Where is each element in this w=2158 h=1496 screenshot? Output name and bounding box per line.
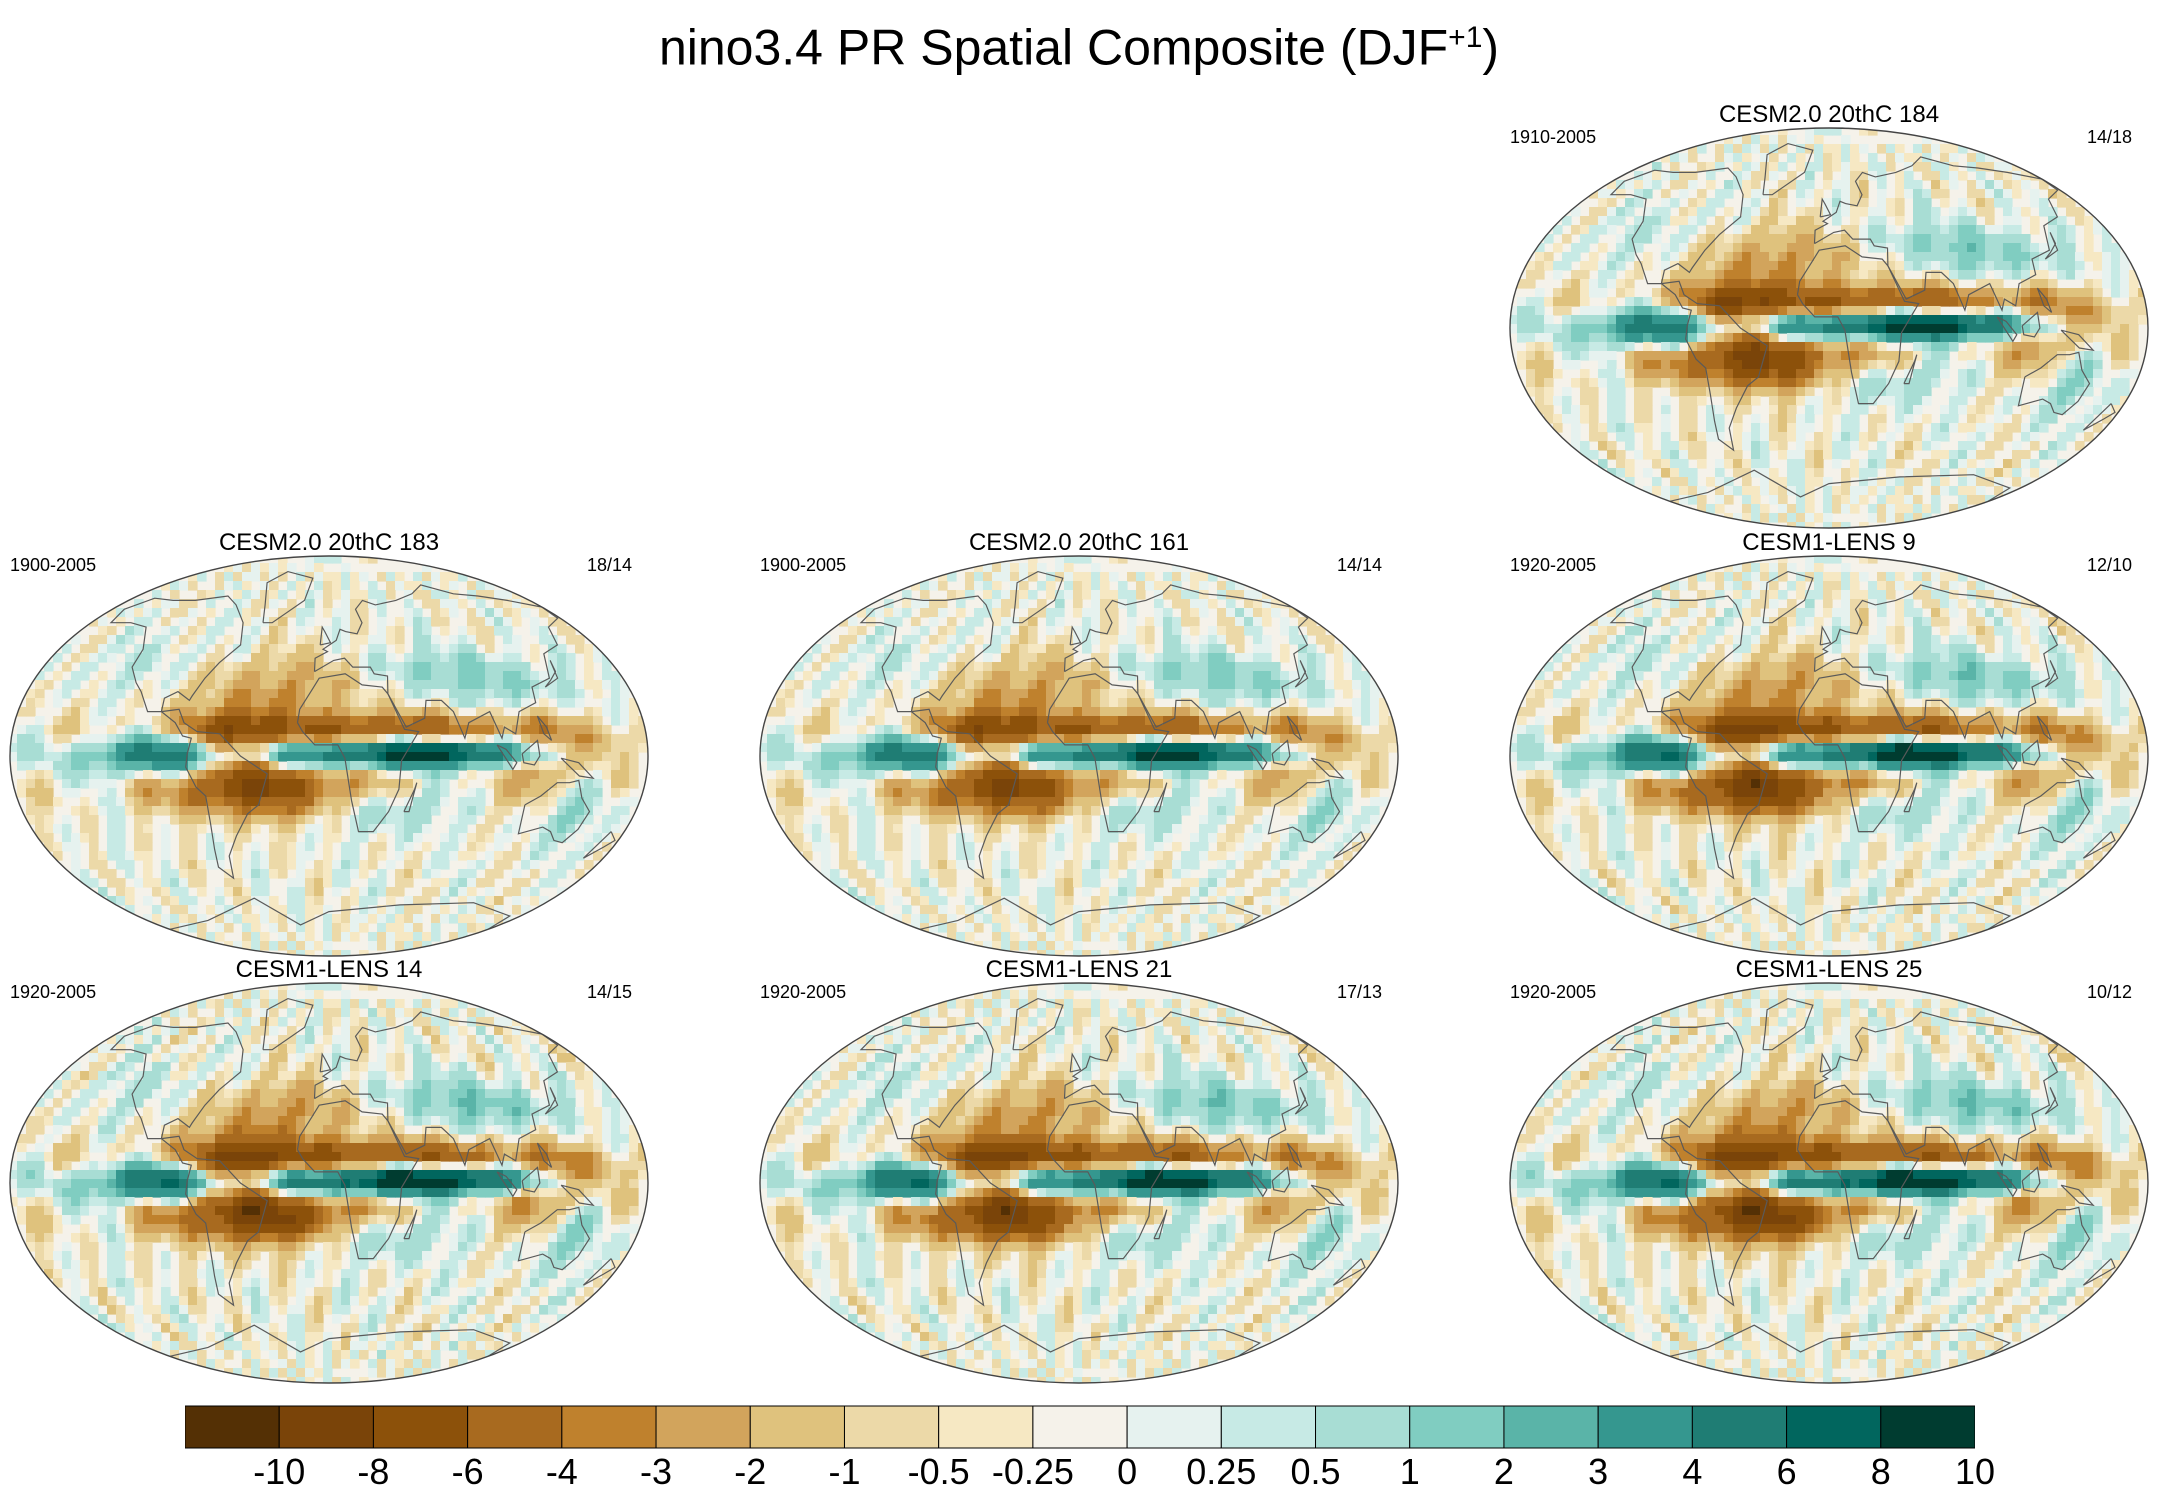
composite-map	[758, 981, 1400, 1385]
colorbar-tick-label: 1	[1400, 1452, 1420, 1492]
colorbar-box	[468, 1406, 562, 1448]
colorbar-box	[656, 1406, 750, 1448]
colorbar-box	[1692, 1406, 1786, 1448]
panel-event-count: 14/14	[1337, 554, 1382, 576]
colorbar-tick-label: -0.5	[908, 1452, 970, 1492]
colorbar-tick-label: 3	[1588, 1452, 1608, 1492]
panel-title: CESM2.0 20thC 161	[758, 528, 1400, 558]
panel-title: CESM1-LENS 14	[8, 955, 650, 985]
colorbar-box	[1410, 1406, 1504, 1448]
panel-title: CESM1-LENS 25	[1508, 955, 2150, 985]
panel-years: 1920-2005	[10, 981, 96, 1003]
composite-map	[1508, 981, 2150, 1385]
panel-years: 1900-2005	[760, 554, 846, 576]
panel-event-count: 12/10	[2087, 554, 2132, 576]
colorbar-box	[1881, 1406, 1975, 1448]
composite-map	[8, 554, 650, 958]
colorbar-tick-label: 6	[1777, 1452, 1797, 1492]
colorbar-tick-label: -4	[546, 1452, 578, 1492]
colorbar-tick-label: 10	[1955, 1452, 1995, 1492]
colorbar-box	[1504, 1406, 1598, 1448]
panel-years: 1900-2005	[10, 554, 96, 576]
panel-event-count: 10/12	[2087, 981, 2132, 1003]
colorbar-box	[1316, 1406, 1410, 1448]
colorbar-tick-label: -8	[357, 1452, 389, 1492]
panel-title: CESM2.0 20thC 183	[8, 528, 650, 558]
colorbar-box	[373, 1406, 467, 1448]
colorbar-tick-label: 0.5	[1290, 1452, 1340, 1492]
colorbar-tick-label: 0	[1117, 1452, 1137, 1492]
panel-event-count: 14/15	[587, 981, 632, 1003]
panel-event-count: 14/18	[2087, 126, 2132, 148]
panel-title: CESM1-LENS 9	[1508, 528, 2150, 558]
composite-map	[1508, 126, 2150, 530]
composite-map	[758, 554, 1400, 958]
colorbar-box	[1787, 1406, 1881, 1448]
panel-event-count: 17/13	[1337, 981, 1382, 1003]
panel-years: 1910-2005	[1510, 126, 1596, 148]
colorbar-box	[1221, 1406, 1315, 1448]
colorbar-box	[1127, 1406, 1221, 1448]
panel-years: 1920-2005	[1510, 554, 1596, 576]
colorbar-box	[844, 1406, 938, 1448]
colorbar-tick-label: 4	[1682, 1452, 1702, 1492]
colorbar-labels: -10 -8 -6 -4 -3 -2 -1 -0.5 -0.25 0 0.25 0.5 1 2 3 4 6 8 10	[0, 1452, 2158, 1496]
colorbar-tick-label: 8	[1871, 1452, 1891, 1492]
colorbar-tick-label: 0.25	[1186, 1452, 1256, 1492]
colorbar-tick-label: -2	[734, 1452, 766, 1492]
colorbar-box	[562, 1406, 656, 1448]
colorbar-tick-label: -1	[828, 1452, 860, 1492]
composite-map	[1508, 554, 2150, 958]
colorbar-tick-label: 2	[1494, 1452, 1514, 1492]
colorbar-box	[939, 1406, 1033, 1448]
colorbar-box	[185, 1406, 279, 1448]
panel-event-count: 18/14	[587, 554, 632, 576]
colorbar-box	[1598, 1406, 1692, 1448]
colorbar-tick-label: -6	[452, 1452, 484, 1492]
colorbar-tick-label: -0.25	[992, 1452, 1074, 1492]
panel-years: 1920-2005	[1510, 981, 1596, 1003]
colorbar-box	[279, 1406, 373, 1448]
colorbar-box	[750, 1406, 844, 1448]
colorbar-box	[1033, 1406, 1127, 1448]
panel-title: CESM2.0 20thC 184	[1508, 100, 2150, 130]
colorbar-tick-label: -10	[253, 1452, 305, 1492]
composite-map	[8, 981, 650, 1385]
panel-title: CESM1-LENS 21	[758, 955, 1400, 985]
page-title: nino3.4 PR Spatial Composite (DJF+1)	[0, 6, 2158, 80]
panel-years: 1920-2005	[760, 981, 846, 1003]
colorbar	[185, 1405, 1975, 1449]
colorbar-tick-label: -3	[640, 1452, 672, 1492]
